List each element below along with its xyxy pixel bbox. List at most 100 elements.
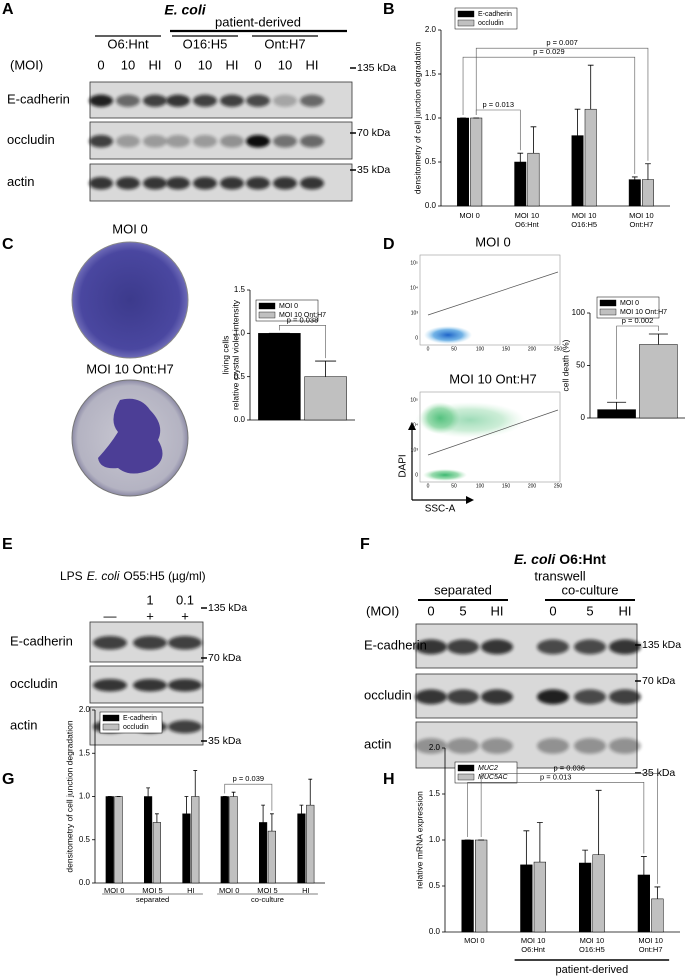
flow-tick: 0 — [415, 472, 418, 478]
legend-swatch — [457, 773, 475, 781]
significance-bracket — [475, 109, 521, 151]
band — [168, 636, 202, 650]
p-value: p = 0.039 — [233, 774, 265, 783]
lane-label: 0 — [254, 57, 261, 72]
p-value: p = 0.036 — [554, 763, 586, 772]
title-part: O6:Hnt — [559, 551, 606, 567]
row-label: actin — [7, 174, 34, 189]
band — [447, 689, 479, 705]
x-tick-label: MOI 10 — [580, 936, 605, 945]
bar — [651, 898, 664, 933]
band — [246, 94, 270, 107]
band — [166, 176, 190, 190]
significance-bracket — [467, 782, 645, 854]
bar — [578, 862, 592, 933]
error-bar — [269, 813, 274, 832]
x-tick-label: MOI 5 — [257, 886, 277, 895]
moi-label: (MOI) — [10, 57, 43, 72]
flow-tick: 10⁵ — [410, 260, 418, 266]
band — [300, 134, 324, 148]
x-tick-label: MOI 10 — [629, 211, 654, 220]
moi-label: (MOI) — [366, 603, 399, 618]
bar — [105, 796, 114, 884]
y-tick-label: 1.0 — [79, 792, 91, 801]
y-axis-label: cell death (%) — [560, 339, 570, 391]
band — [220, 94, 244, 107]
y-tick-label: 0.0 — [234, 415, 246, 424]
error-bar — [645, 163, 651, 180]
flow-title: MOI 10 Ont:H7 — [449, 371, 536, 386]
legend-label: occludin — [478, 20, 504, 27]
p-value: p = 0.007 — [546, 38, 578, 47]
bar — [267, 830, 276, 884]
error-bar — [530, 126, 537, 154]
band — [481, 689, 513, 705]
treatment-part: E. coli — [87, 569, 120, 583]
band — [481, 738, 513, 754]
y-tick-label: 0.0 — [429, 927, 441, 936]
band — [447, 639, 479, 655]
lane-label: 0 — [174, 57, 181, 72]
bar — [182, 813, 191, 884]
error-bar — [517, 152, 524, 162]
legend-label: MOI 0 — [279, 303, 298, 310]
error-bar — [299, 804, 304, 814]
band — [193, 134, 217, 148]
error-bar — [261, 804, 266, 823]
flow-cluster — [424, 326, 472, 344]
error-bar — [184, 796, 189, 814]
sign-label: + — [146, 608, 154, 623]
treatment-label: LPS E. coli O55:H5 (µg/ml) — [60, 569, 206, 583]
group-label: co-culture — [561, 582, 618, 597]
row-label: occludin — [10, 676, 58, 691]
band — [143, 94, 167, 107]
legend-label: E-cadherin — [123, 715, 157, 722]
band — [415, 738, 447, 754]
marker-label: 135 kDa — [642, 639, 681, 651]
band — [415, 689, 447, 705]
lane-label: 0 — [97, 57, 104, 72]
significance-bracket — [279, 325, 326, 359]
band — [116, 176, 140, 190]
band — [273, 176, 297, 190]
y-axis-label: relative mRNA expression — [414, 791, 424, 889]
title-part: E. coli — [514, 551, 556, 567]
error-bar — [308, 778, 313, 806]
band — [537, 639, 569, 655]
lane-label: 10 — [198, 57, 212, 72]
flow-tick: 100 — [476, 346, 485, 352]
error-bar — [595, 789, 602, 855]
plate — [71, 241, 189, 359]
error-bar — [154, 813, 159, 823]
bar — [259, 822, 268, 884]
x-tick-label: MOI 0 — [104, 886, 124, 895]
band — [93, 678, 127, 692]
flow-tick: 50 — [451, 346, 457, 352]
sign-label: + — [181, 608, 189, 623]
lane-label: 10 — [121, 57, 135, 72]
band — [300, 94, 324, 107]
flow-tick: 10⁵ — [410, 397, 418, 403]
bar — [152, 822, 161, 884]
group-label: O6:Hnt — [107, 36, 149, 51]
error-bar — [193, 770, 198, 797]
flow-tick: 10³ — [411, 310, 419, 316]
band — [300, 176, 324, 190]
bar — [144, 796, 153, 884]
bar — [306, 804, 315, 884]
blot-title: E. coli O6:Hnt — [514, 551, 606, 567]
legend-swatch — [457, 19, 475, 27]
legend-label: MUC5AC — [478, 774, 509, 781]
y-tick-label: 0 — [581, 413, 586, 422]
band — [481, 639, 513, 655]
legend-swatch — [599, 299, 617, 307]
flow-tick: 0 — [427, 346, 430, 352]
flow-title: MOI 0 — [475, 234, 510, 249]
band — [537, 738, 569, 754]
y-tick-label: 2.0 — [425, 25, 437, 34]
error-bar — [607, 401, 627, 410]
legend-label: MOI 10 Ont:H7 — [279, 312, 326, 319]
bar — [639, 344, 678, 419]
error-bar — [574, 108, 581, 136]
